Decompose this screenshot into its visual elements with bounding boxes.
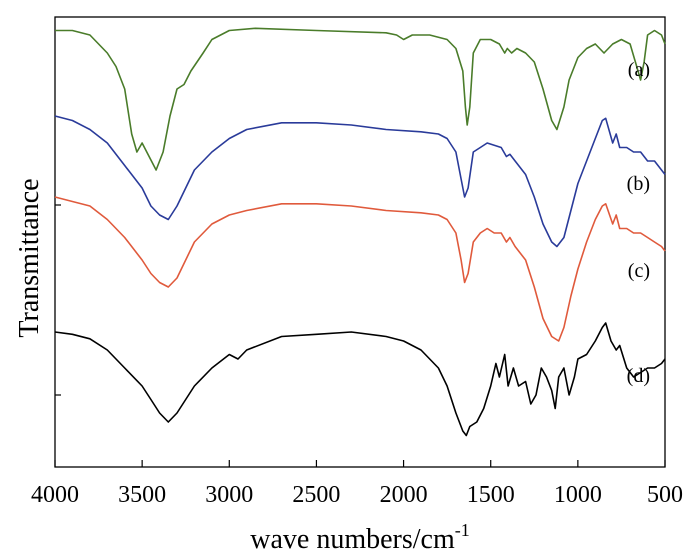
x-axis-title-main: wave numbers/cm [250,524,455,555]
series-line-b [54,115,666,248]
x-tick-label-2500: 2500 [292,482,340,508]
series-label-c: (c) [628,260,650,282]
series-labels: (a) (b) (c) (d) [627,59,650,387]
x-tick-label-2000: 2000 [380,482,428,508]
series-line-a [55,27,666,171]
x-axis-ticks: 4000 3500 3000 2500 2000 1500 1000 500 [31,460,683,508]
series-line-c [54,196,666,342]
x-tick-label-500: 500 [647,482,683,508]
x-tick-label-3500: 3500 [118,482,166,508]
x-tick-label-1500: 1500 [467,482,515,508]
x-tick-label-1000: 1000 [554,482,602,508]
x-axis-title: wave numbers/cm-1 [250,520,470,555]
series-label-b: (b) [627,173,650,195]
series-label-d: (d) [627,365,650,387]
series-lines [54,27,666,437]
series-line-d [54,322,666,437]
x-axis-title-superscript: -1 [455,520,470,540]
series-label-a: (a) [628,59,650,81]
y-axis-title: Transmittance [14,178,45,337]
plot-frame [54,16,666,468]
x-tick-label-3000: 3000 [205,482,253,508]
y-axis-ticks [55,204,61,396]
x-tick-label-4000: 4000 [31,482,79,508]
